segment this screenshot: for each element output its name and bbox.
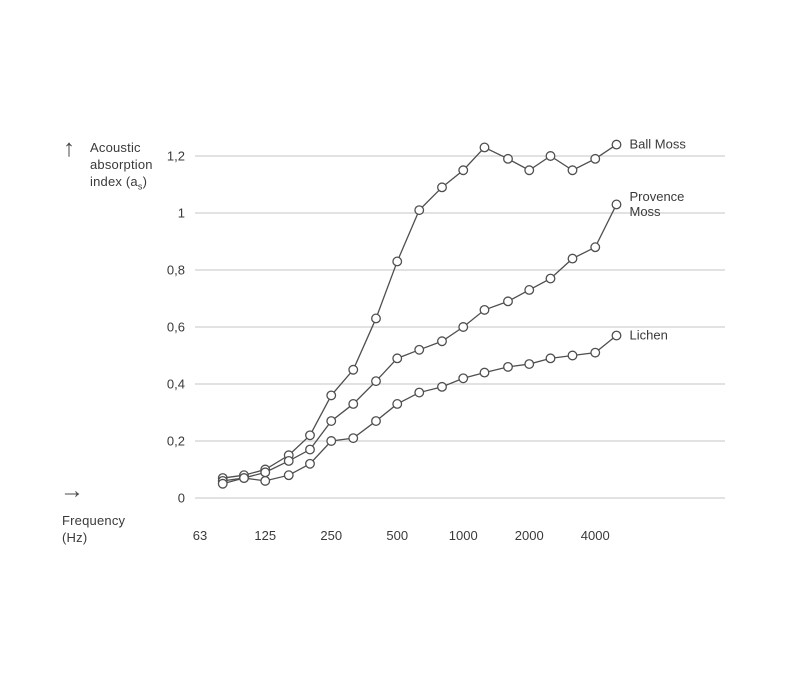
marker-provence-moss bbox=[348, 399, 359, 409]
marker-lichen bbox=[545, 353, 556, 364]
marker-provence-moss bbox=[479, 304, 490, 315]
marker-provence-moss bbox=[283, 456, 294, 466]
x-axis-title-line2: (Hz) bbox=[62, 530, 88, 545]
x-axis-title-line1: Frequency bbox=[62, 513, 126, 528]
y-axis-title-subscript: s bbox=[137, 181, 143, 192]
marker-lichen bbox=[524, 359, 535, 370]
marker-ball-moss bbox=[590, 153, 601, 164]
marker-provence-moss bbox=[437, 336, 447, 347]
marker-provence-moss bbox=[503, 296, 513, 307]
marker-lichen bbox=[437, 381, 447, 392]
x-tick-label: 500 bbox=[386, 528, 408, 543]
marker-lichen bbox=[590, 347, 601, 358]
marker-ball-moss bbox=[545, 151, 556, 161]
y-axis-title: Acoustic absorption index (as) bbox=[90, 139, 153, 196]
series-line-ball-moss bbox=[222, 144, 617, 479]
marker-ball-moss bbox=[392, 256, 403, 267]
marker-ball-moss bbox=[611, 139, 622, 150]
marker-provence-moss bbox=[458, 322, 469, 332]
marker-lichen bbox=[217, 478, 228, 489]
x-tick-label: 63 bbox=[193, 528, 207, 543]
marker-ball-moss bbox=[326, 390, 337, 401]
marker-provence-moss bbox=[545, 273, 556, 284]
marker-provence-moss bbox=[524, 285, 535, 295]
marker-lichen bbox=[239, 473, 249, 484]
marker-provence-moss bbox=[414, 344, 425, 355]
y-axis-title-line1: Acoustic bbox=[90, 140, 141, 155]
y-tick-label: 0,4 bbox=[167, 377, 185, 392]
series-line-lichen bbox=[222, 335, 617, 485]
marker-ball-moss bbox=[371, 313, 381, 324]
series-label-provence-moss: Moss bbox=[629, 204, 661, 219]
y-tick-label: 0 bbox=[178, 491, 185, 506]
y-tick-label: 0,6 bbox=[167, 320, 185, 335]
marker-lichen bbox=[479, 367, 490, 378]
marker-ball-moss bbox=[414, 205, 425, 216]
marker-ball-moss bbox=[567, 165, 578, 176]
y-axis-title-line3-pre: index (a bbox=[90, 174, 138, 189]
x-tick-label: 2000 bbox=[515, 528, 544, 543]
y-axis-arrow-icon: ↑ bbox=[63, 135, 75, 162]
y-tick-label: 0,2 bbox=[167, 434, 185, 449]
marker-lichen bbox=[348, 433, 359, 444]
marker-lichen bbox=[260, 475, 271, 486]
series-label-lichen: Lichen bbox=[629, 328, 667, 343]
marker-lichen bbox=[458, 373, 469, 384]
marker-provence-moss bbox=[392, 353, 403, 364]
marker-lichen bbox=[611, 330, 622, 341]
marker-lichen bbox=[392, 399, 403, 409]
marker-provence-moss bbox=[260, 467, 271, 478]
y-tick-label: 1 bbox=[178, 206, 185, 221]
y-axis-title-line2: absorption bbox=[90, 157, 153, 172]
marker-provence-moss bbox=[326, 416, 337, 427]
marker-provence-moss bbox=[611, 199, 622, 210]
marker-ball-moss bbox=[479, 142, 490, 153]
series-label-provence-moss: Provence bbox=[629, 189, 684, 204]
marker-ball-moss bbox=[348, 364, 359, 375]
x-tick-label: 125 bbox=[254, 528, 276, 543]
y-tick-label: 1,2 bbox=[167, 149, 185, 164]
x-axis-arrow-icon: → bbox=[60, 477, 84, 504]
marker-provence-moss bbox=[590, 242, 601, 253]
x-tick-label: 4000 bbox=[581, 528, 610, 543]
marker-lichen bbox=[503, 361, 513, 372]
y-axis-title-line3: index (as) bbox=[90, 173, 153, 196]
marker-provence-moss bbox=[305, 444, 315, 455]
series-line-provence-moss bbox=[222, 204, 618, 482]
series-label-ball-moss: Ball Moss bbox=[629, 137, 686, 152]
marker-lichen bbox=[305, 458, 315, 469]
marker-lichen bbox=[414, 387, 425, 398]
marker-ball-moss bbox=[503, 153, 513, 164]
marker-provence-moss bbox=[371, 376, 381, 387]
marker-lichen bbox=[283, 470, 294, 481]
x-axis-title: Frequency (Hz) bbox=[62, 512, 125, 546]
y-tick-label: 0,8 bbox=[167, 263, 185, 278]
marker-ball-moss bbox=[305, 430, 315, 441]
marker-lichen bbox=[567, 350, 578, 361]
x-tick-label: 250 bbox=[320, 528, 342, 543]
marker-ball-moss bbox=[524, 165, 535, 176]
marker-ball-moss bbox=[437, 182, 447, 193]
marker-provence-moss bbox=[567, 253, 578, 264]
marker-lichen bbox=[326, 436, 337, 446]
y-axis-title-line3-post: ) bbox=[142, 174, 148, 189]
x-tick-label: 1000 bbox=[449, 528, 478, 543]
marker-lichen bbox=[371, 416, 381, 427]
marker-ball-moss bbox=[458, 165, 469, 176]
